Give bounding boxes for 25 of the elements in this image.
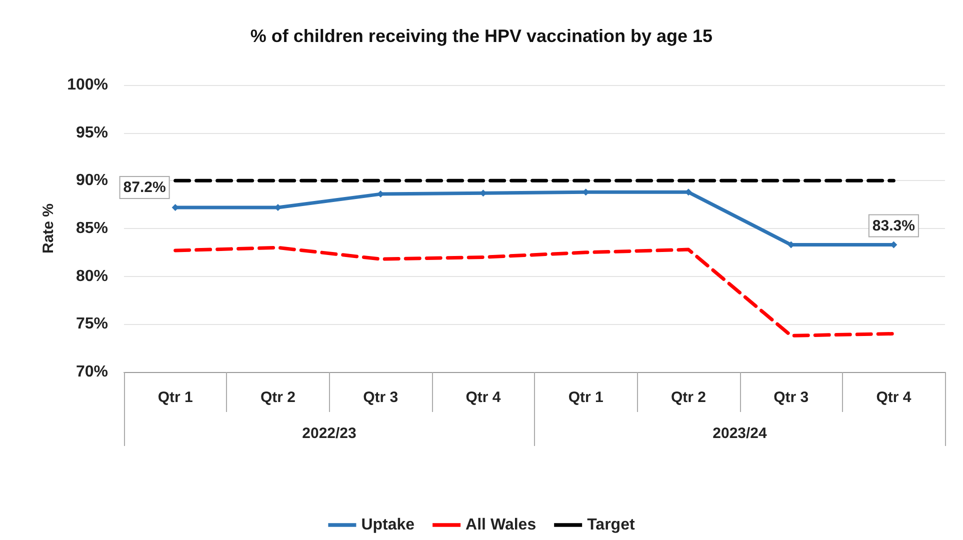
legend-label: Uptake [361, 516, 415, 534]
line-series [174, 246, 896, 338]
x-tick-label: Qtr 2 [260, 389, 296, 406]
x-tick-label: Qtr 4 [876, 389, 912, 406]
y-tick-label: 75% [76, 316, 108, 333]
data-label: 83.3% [872, 217, 915, 234]
x-tick-label: Qtr 3 [774, 389, 809, 406]
data-label: 87.2% [123, 178, 166, 196]
x-tick-label: Qtr 3 [363, 389, 398, 406]
y-tick-label: 100% [67, 76, 108, 94]
x-tick-label: Qtr 1 [568, 389, 604, 406]
y-tick-label: 80% [76, 268, 108, 285]
text: 2023/24 [712, 425, 768, 442]
text: 2022/23 [302, 425, 356, 442]
legend-label: All Wales [466, 516, 536, 534]
y-tick-label: 70% [76, 364, 108, 380]
x-tick-label: Qtr 2 [670, 389, 706, 406]
y-axis-title: Rate % [40, 203, 57, 254]
y-tick-label: 85% [76, 220, 108, 237]
x-tick-label: Qtr 1 [158, 389, 193, 406]
y-tick-label: 95% [76, 124, 108, 142]
legend-label: Target [587, 516, 636, 534]
x-tick-label: Qtr 4 [466, 389, 502, 406]
chart-title: % of children receiving the HPV vaccination by age 15 [250, 26, 713, 46]
y-tick-label: 90% [76, 172, 108, 190]
